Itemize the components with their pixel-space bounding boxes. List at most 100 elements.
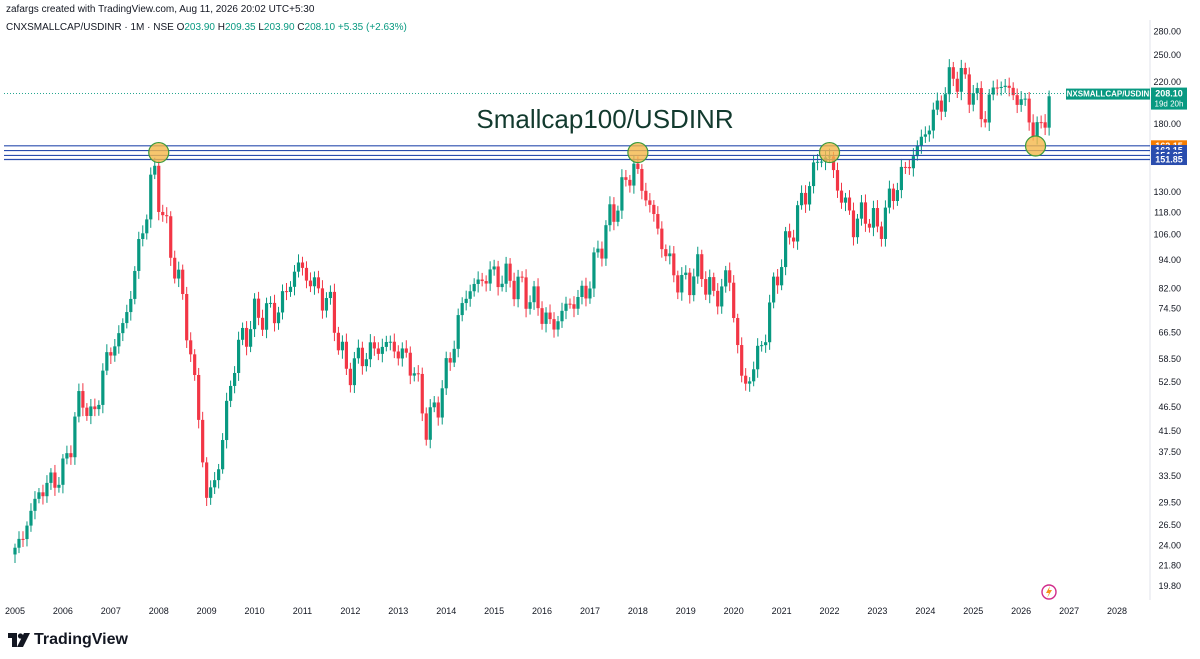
candle-body [764,342,768,346]
candle-body [935,100,939,110]
level-touch-marker [818,141,841,164]
candle-body [396,351,400,359]
candle-body [516,276,520,300]
candle-body [592,252,596,289]
candle-body [388,341,392,343]
candle-body [784,231,788,268]
candle-body [652,204,656,215]
x-tick-label: 2026 [1011,606,1031,616]
candle-body [45,482,49,497]
candle-body [77,391,81,417]
candle-body [963,67,967,75]
candle-body [153,165,157,175]
candle-body [736,318,740,346]
x-tick-label: 2012 [340,606,360,616]
candle-body [448,358,452,363]
candle-body [995,87,999,89]
candle-body [532,286,536,303]
candle-body [787,231,792,238]
candle-body [169,216,173,258]
candle-body [927,130,931,135]
lightning-icon[interactable] [1041,584,1057,600]
candle-body [244,327,249,347]
candle-body [512,280,516,300]
candle-body [440,388,444,418]
candle-body [987,94,991,123]
candle-body [1011,87,1015,96]
candle-body [225,400,229,441]
candle-body [640,168,644,191]
x-tick-label: 2020 [724,606,744,616]
x-tick-label: 2025 [963,606,983,616]
x-tick-label: 2021 [772,606,792,616]
y-tick-label: 74.50 [1158,304,1181,314]
x-tick-label: 2011 [293,606,312,616]
candle-body [688,272,692,296]
candle-body [540,308,544,324]
candle-body [636,163,640,169]
tradingview-logo[interactable]: TradingView [8,630,128,650]
candle-body [791,237,796,242]
candle-body [847,197,852,211]
high-value: 209.35 [224,22,256,33]
candle-body [17,538,21,548]
candle-body [229,385,233,401]
candle-body [608,204,612,226]
candle-body [815,161,820,163]
candle-body [292,271,297,287]
y-tick-label: 52.50 [1158,377,1181,387]
candle-body [843,197,848,203]
candle-body [656,214,660,229]
candle-body [157,165,161,212]
level-label: 151.85 [1155,155,1183,165]
candle-body [584,285,588,299]
candle-body [472,283,476,292]
candle-body [1043,122,1047,128]
candle-body [596,248,600,253]
candle-body [907,166,911,169]
candle-body [999,86,1003,88]
candle-body [859,202,864,219]
candle-body [213,480,217,488]
close-value: 208.10 [304,22,336,33]
candle-body [760,345,764,347]
candle-body [85,407,89,416]
x-tick-label: 2015 [484,606,504,616]
candle-body [776,276,780,286]
y-tick-label: 250.00 [1153,50,1181,60]
y-tick-label: 29.50 [1158,497,1181,507]
candle-body [145,219,149,234]
candle-body [264,303,269,330]
candle-body [89,406,93,416]
candle-body [320,288,325,311]
last-price-value: 208.10 [1155,89,1183,99]
candle-body [41,492,45,497]
candle-body [332,291,337,333]
candle-body [193,354,197,375]
candle-body [460,303,464,316]
candle-body [284,291,289,293]
candle-body [73,416,77,458]
candle-body [724,270,728,287]
symbol-name[interactable]: CNXSMALLCAP/USDINR · 1M · NSE [6,22,174,33]
candle-body [280,291,285,313]
y-tick-label: 37.50 [1158,447,1181,457]
candle-body [740,345,744,376]
candle-body [25,525,29,540]
candle-body [109,352,113,356]
y-tick-label: 180.00 [1153,119,1181,129]
tradingview-logo-icon [8,633,30,647]
candle-body [887,188,892,208]
candle-body [720,286,724,307]
y-tick-label: 21.80 [1158,561,1181,571]
candle-body [268,302,273,304]
candle-body [975,88,979,94]
candle-body [712,277,716,291]
candle-body [161,211,165,216]
candle-body [1031,122,1035,137]
candle-body [620,177,624,211]
y-tick-label: 130.00 [1153,187,1181,197]
candle-body [412,373,416,376]
candle-body [129,298,133,313]
